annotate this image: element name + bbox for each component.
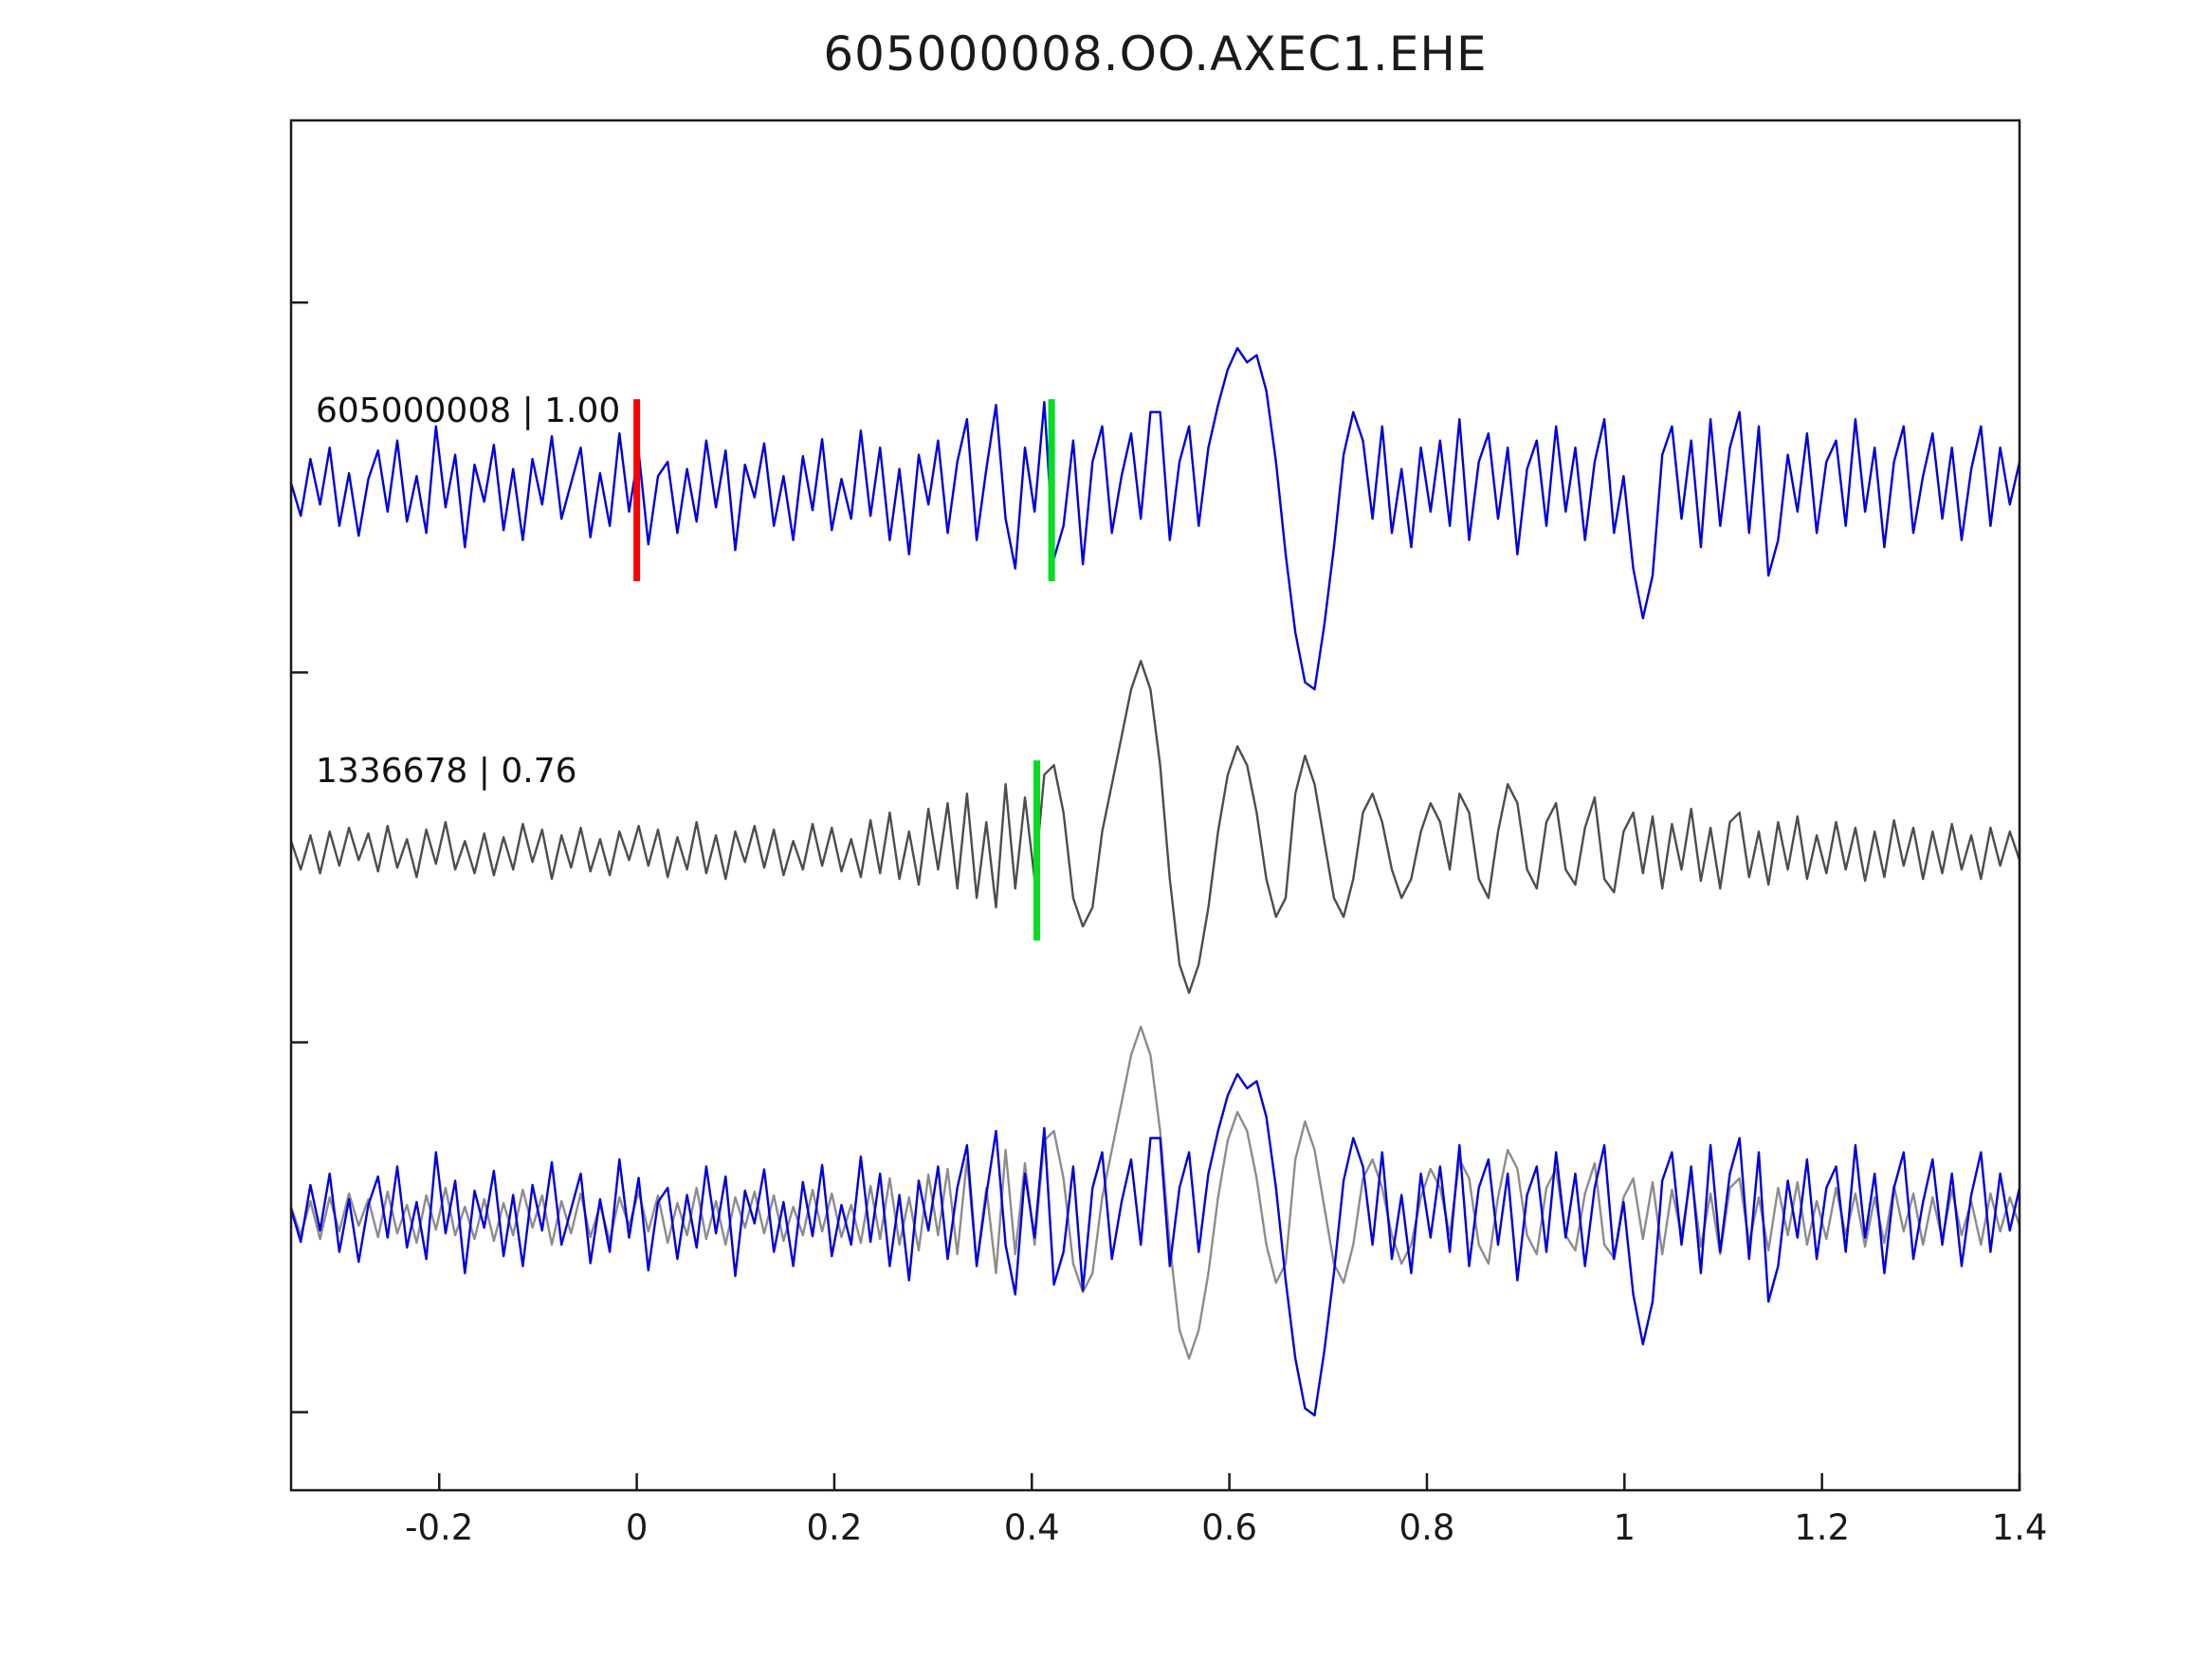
- x-tick-label: 0.4: [1004, 1507, 1060, 1548]
- x-tick-label: 0.8: [1399, 1507, 1455, 1548]
- x-tick-label: -0.2: [405, 1507, 473, 1548]
- trace-label-detection: 1336678 | 0.76: [316, 752, 577, 791]
- x-tick-label: 1: [1614, 1507, 1636, 1548]
- x-tick-label: 0: [626, 1507, 649, 1548]
- waveform-template-blue: [289, 347, 2021, 691]
- plot-title: 605000008.OO.AXEC1.EHE: [823, 27, 1488, 82]
- plot-border: [289, 118, 2021, 1492]
- waveform-overlay-blue: [289, 1072, 2021, 1417]
- x-tick-label: 0.2: [807, 1507, 863, 1548]
- x-tick-label: 1.2: [1794, 1507, 1850, 1548]
- x-tick-label: 1.4: [1992, 1507, 2048, 1548]
- x-tick-label: 0.6: [1201, 1507, 1257, 1548]
- trace-label-template: 605000008 | 1.00: [316, 392, 620, 430]
- waveform-overlay-gray: [289, 1025, 2021, 1360]
- waveform-detection-gray: [289, 660, 2021, 994]
